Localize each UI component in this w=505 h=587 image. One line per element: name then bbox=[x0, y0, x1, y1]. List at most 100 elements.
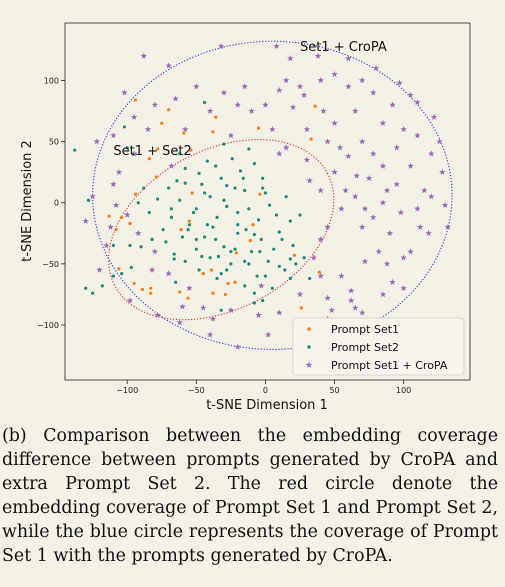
data-point-set2 bbox=[120, 272, 123, 275]
data-point-set1 bbox=[210, 268, 213, 271]
data-point-set1 bbox=[314, 105, 317, 108]
data-point-set1-cropa bbox=[407, 163, 413, 169]
data-point-set1-cropa bbox=[380, 163, 386, 169]
data-point-set1-cropa bbox=[306, 177, 312, 183]
data-point-set1-cropa bbox=[376, 248, 382, 254]
data-point-set1 bbox=[128, 222, 131, 225]
data-point-set1-cropa bbox=[124, 212, 130, 218]
data-point-set2 bbox=[186, 228, 189, 231]
data-point-set2 bbox=[200, 255, 203, 258]
data-point-set2 bbox=[170, 207, 173, 210]
data-point-set2 bbox=[184, 260, 187, 263]
data-point-set1-cropa bbox=[152, 248, 158, 254]
data-point-set1 bbox=[258, 193, 261, 196]
y-tick-label: −100 bbox=[37, 321, 59, 330]
data-point-set1-cropa bbox=[297, 291, 303, 297]
data-point-set1-cropa bbox=[135, 230, 141, 236]
data-point-set1-cropa bbox=[380, 120, 386, 126]
data-point-set1-cropa bbox=[145, 126, 151, 132]
data-point-set1-cropa bbox=[317, 187, 323, 193]
data-point-set1 bbox=[300, 306, 303, 309]
data-point-set1-cropa bbox=[258, 282, 264, 288]
data-point-set1-cropa bbox=[342, 187, 348, 193]
data-point-set2 bbox=[267, 260, 270, 263]
data-point-set1-cropa bbox=[359, 224, 365, 230]
data-point-set2 bbox=[206, 160, 209, 163]
data-point-set1-cropa bbox=[324, 295, 330, 301]
data-point-set1-cropa bbox=[83, 218, 89, 224]
data-point-set1-cropa bbox=[200, 304, 206, 310]
data-point-set2 bbox=[261, 177, 264, 180]
x-axis-label: t-SNE Dimension 1 bbox=[206, 398, 328, 413]
x-tick-label: −100 bbox=[116, 386, 138, 395]
data-point-set1-cropa bbox=[304, 157, 310, 163]
data-point-set2 bbox=[130, 266, 133, 269]
data-point-set2 bbox=[253, 162, 256, 165]
data-point-set1-cropa bbox=[154, 312, 160, 318]
data-point-set1-cropa bbox=[103, 242, 109, 248]
data-point-set1 bbox=[227, 282, 230, 285]
data-point-set1-cropa bbox=[353, 172, 359, 178]
data-point-set1-cropa bbox=[400, 285, 406, 291]
data-point-set1-cropa bbox=[414, 99, 420, 105]
data-point-set1-cropa bbox=[127, 297, 133, 303]
data-point-set1-cropa bbox=[366, 175, 372, 181]
data-point-set1-cropa bbox=[168, 163, 174, 169]
ellipse-annotation: Set1 + Set2 bbox=[113, 144, 191, 159]
data-point-set1-cropa bbox=[141, 53, 147, 59]
data-point-set1-cropa bbox=[398, 209, 404, 215]
data-point-set1 bbox=[133, 282, 136, 285]
data-point-set2 bbox=[298, 213, 301, 216]
x-tick-label: 50 bbox=[329, 386, 339, 395]
data-point-set2 bbox=[203, 101, 206, 104]
data-point-set1-cropa bbox=[182, 126, 188, 132]
data-point-set2 bbox=[291, 244, 294, 247]
y-tick-label: 100 bbox=[44, 76, 59, 85]
data-point-set1-cropa bbox=[352, 108, 358, 114]
data-point-set1-cropa bbox=[276, 150, 282, 156]
data-point-set1 bbox=[224, 293, 227, 296]
data-point-set1-cropa bbox=[235, 344, 241, 350]
data-point-set2 bbox=[150, 238, 153, 241]
data-point-set2 bbox=[197, 172, 200, 175]
data-point-set2 bbox=[162, 228, 165, 231]
data-point-set1-cropa bbox=[345, 153, 351, 159]
data-point-set1-cropa bbox=[172, 95, 178, 101]
data-point-set2 bbox=[236, 211, 239, 214]
data-point-set1-cropa bbox=[428, 150, 434, 156]
data-point-set2 bbox=[184, 182, 187, 185]
data-point-set1-cropa bbox=[276, 87, 282, 93]
data-point-set2 bbox=[268, 204, 271, 207]
data-point-set1-cropa bbox=[337, 144, 343, 150]
data-point-set2 bbox=[261, 299, 264, 302]
data-point-set1-cropa bbox=[380, 199, 386, 205]
data-point-set2 bbox=[289, 277, 292, 280]
data-point-set1-cropa bbox=[273, 43, 279, 49]
data-point-set1-cropa bbox=[131, 114, 137, 120]
data-point-set1-cropa bbox=[331, 120, 337, 126]
data-point-set1 bbox=[117, 267, 120, 270]
data-point-set1-cropa bbox=[329, 307, 335, 313]
legend: Prompt Set1Prompt Set2Prompt Set1 + CroP… bbox=[293, 318, 464, 375]
data-point-set2 bbox=[112, 244, 115, 247]
ellipses-layer bbox=[78, 41, 452, 356]
data-point-set1-cropa bbox=[370, 214, 376, 220]
legend-marker-dot bbox=[307, 327, 311, 331]
data-point-set2 bbox=[264, 274, 267, 277]
data-point-set1-cropa bbox=[373, 65, 379, 71]
data-point-set1-cropa bbox=[345, 83, 351, 89]
data-point-set2 bbox=[209, 256, 212, 259]
data-point-set2 bbox=[156, 197, 159, 200]
legend-label: Prompt Set1 bbox=[331, 323, 399, 336]
data-point-set2 bbox=[253, 301, 256, 304]
data-point-set2 bbox=[229, 250, 232, 253]
data-point-set1-cropa bbox=[269, 126, 275, 132]
data-point-set1-cropa bbox=[121, 89, 127, 95]
data-point-set1-cropa bbox=[324, 138, 330, 144]
x-tick-label: −50 bbox=[188, 386, 205, 395]
data-point-set1-cropa bbox=[331, 71, 337, 77]
data-point-set1-cropa bbox=[94, 138, 100, 144]
data-point-set1-cropa bbox=[228, 307, 234, 313]
data-point-set1-cropa bbox=[338, 273, 344, 279]
data-point-set1-cropa bbox=[96, 267, 102, 273]
